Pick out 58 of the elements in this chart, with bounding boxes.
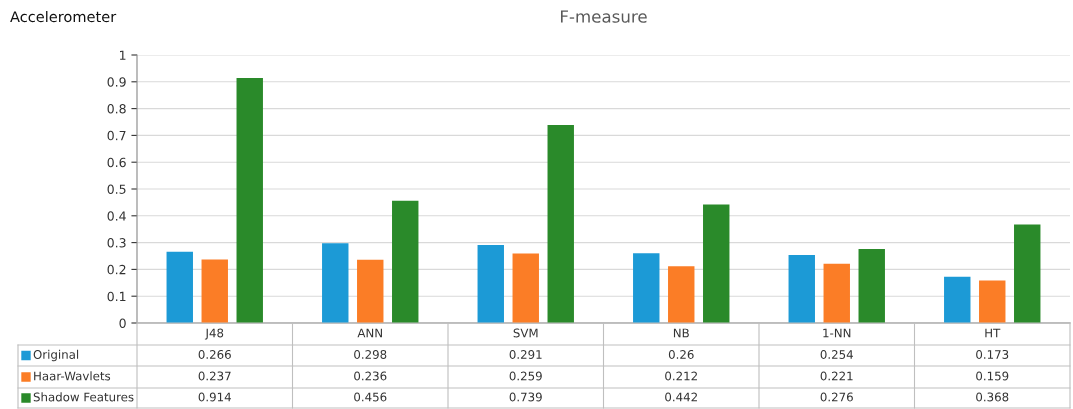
text: Accelerometer (10, 10, 117, 23)
y-tick-label: 0.5 (107, 184, 126, 194)
y-tick-label: 1 (120, 50, 126, 60)
bar (322, 243, 349, 323)
bar (1014, 224, 1041, 323)
bar (703, 204, 730, 323)
bar (512, 253, 539, 323)
x-tick-label: SVM (513, 328, 538, 338)
legend-label: Haar-Wavlets (34, 371, 111, 381)
data-label: 0.259 (509, 371, 542, 381)
bar (979, 280, 1006, 323)
bar (633, 253, 660, 323)
x-tick-label: ANN (357, 328, 382, 338)
legend-label: Shadow Features (33, 392, 134, 402)
bar (392, 200, 419, 323)
data-label: 0.456 (354, 392, 387, 402)
bar (858, 249, 885, 323)
data-label: 0.159 (976, 371, 1009, 381)
data-label: 0.237 (198, 371, 231, 381)
data-label: 0.212 (665, 371, 697, 381)
data-label: 0.221 (820, 371, 853, 381)
bar (236, 78, 263, 323)
bar (201, 259, 228, 323)
data-label: 0.173 (976, 350, 1009, 359)
y-tick-label: 0.6 (107, 157, 126, 168)
data-label: 0.298 (354, 350, 387, 359)
data-label: 0.236 (354, 371, 387, 381)
data-label: 0.266 (198, 350, 231, 359)
bar (547, 124, 574, 323)
x-tick-label: NB (673, 328, 689, 338)
y-tick-label: 0.1 (107, 291, 126, 302)
bar (166, 251, 193, 323)
data-label: 0.368 (976, 392, 1009, 402)
data-label: 0.254 (820, 350, 853, 359)
bar (477, 245, 504, 323)
data-label: 0.291 (509, 350, 542, 359)
data-label: 0.26 (668, 350, 694, 359)
y-tick-label: 0.7 (107, 130, 126, 141)
legend-label: Original (33, 349, 79, 362)
y-tick-label: 0.4 (107, 211, 126, 221)
bar (357, 259, 384, 323)
data-label: 0.739 (509, 392, 542, 402)
data-label: 0.276 (820, 392, 853, 402)
y-tick-label: 0.8 (107, 104, 126, 114)
y-tick-label: 0.2 (107, 264, 126, 275)
x-tick-label: 1-NN (823, 328, 851, 338)
bar (788, 254, 815, 323)
bar (944, 276, 971, 323)
x-tick-label: HT (985, 328, 1001, 338)
data-label: 0.442 (665, 392, 697, 402)
y-tick-label: 0.3 (107, 238, 126, 248)
bar (668, 266, 695, 323)
bar (823, 263, 850, 323)
chart-title: F-measure (561, 10, 647, 23)
data-label: 0.914 (198, 392, 231, 402)
x-tick-label: J48 (204, 328, 224, 340)
y-tick-label: 0 (119, 318, 126, 328)
y-tick-label: 0.9 (107, 77, 126, 87)
